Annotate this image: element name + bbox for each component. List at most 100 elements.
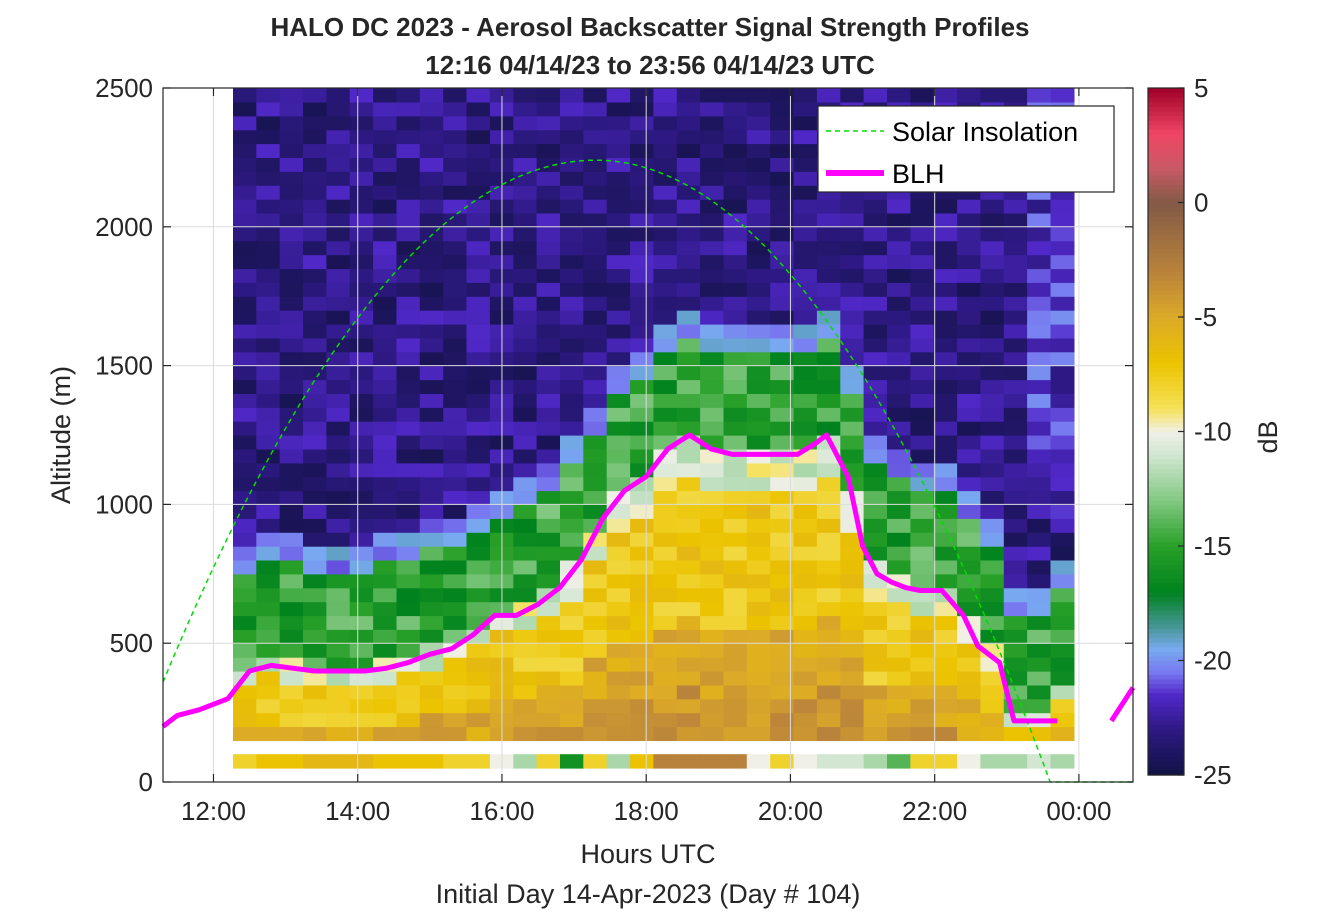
heatmap-cell [606,629,631,644]
heatmap-cell [1003,365,1028,381]
heatmap-cell [933,351,958,367]
heatmap-cell [583,684,608,700]
heatmap-cell [536,518,561,533]
heatmap-cell [770,324,795,339]
heatmap-cell [676,629,701,644]
heatmap-cell [536,296,561,311]
heatmap-cell [910,88,935,103]
heatmap-cell [910,615,935,630]
heatmap-cell [443,712,468,728]
heatmap-cell [653,559,678,575]
heatmap-cell [560,129,584,145]
heatmap-cell [396,587,421,603]
heatmap-cell [957,518,982,533]
heatmap-cell [606,546,631,561]
heatmap-cell [279,282,304,297]
heatmap-cell [700,532,725,547]
colorbar-segment [1148,289,1184,295]
heatmap-cell [583,490,608,505]
heatmap-cell [723,393,748,408]
heatmap-cell [1050,601,1075,617]
heatmap-cell [700,712,725,728]
heatmap-cell [326,435,351,450]
heatmap-cell [349,448,374,464]
heatmap-cell [770,504,795,519]
heatmap-cell [933,337,958,353]
heatmap-cell [793,296,818,311]
heatmap-cell [746,296,771,311]
heatmap-cell [373,421,398,436]
heatmap-cell [396,504,421,519]
heatmap-cell [816,671,841,686]
heatmap-cell [910,462,935,478]
colorbar-segment [1148,216,1184,222]
heatmap-cell [980,726,1005,741]
heatmap-cell [793,268,818,283]
heatmap-cell [653,657,678,672]
heatmap-cell [653,546,678,561]
heatmap-cell [303,324,327,339]
heatmap-cell [513,199,538,214]
heatmap-cell [910,324,935,339]
heatmap-cell [770,296,795,311]
heatmap-cell [1027,698,1052,714]
heatmap-cell [606,435,631,450]
heatmap-cell [770,629,795,644]
heatmap-cell [840,310,865,325]
heatmap-cell [723,296,748,311]
heatmap-cell [980,504,1005,519]
heatmap-cell [957,726,982,741]
heatmap-cell [933,698,958,714]
heatmap-cell [466,726,491,741]
heatmap-cell [583,199,608,214]
heatmap-cell [466,240,491,256]
heatmap-cell [606,712,631,728]
heatmap-cell [233,532,257,547]
blh-line-late [1109,686,1136,723]
heatmap-cell [863,754,888,769]
colorbar-segment [1148,330,1184,336]
heatmap-cell [957,448,982,464]
heatmap-cell [910,532,935,547]
heatmap-cell [770,435,795,450]
heatmap-cell [746,712,771,728]
heatmap-cell [700,268,725,283]
heatmap-cell [536,601,561,617]
heatmap-cell [723,115,748,131]
heatmap-cell [233,296,257,311]
heatmap-cell [513,712,538,728]
heatmap-cell [583,559,608,575]
heatmap-cell [980,226,1005,242]
heatmap-cell [793,698,818,714]
heatmap-cell [957,240,982,256]
heatmap-cell [349,684,374,700]
heatmap-cell [536,365,561,381]
heatmap-cell [957,490,982,505]
heatmap-cell [700,199,725,214]
colorbar-segment [1148,445,1184,451]
heatmap-cell [770,532,795,547]
heatmap-cell [419,296,444,311]
heatmap-cell [887,559,911,575]
heatmap-cell [233,559,257,575]
heatmap-cell [630,351,655,367]
heatmap-cell [723,143,748,158]
heatmap-cell [303,157,327,172]
heatmap-cell [887,448,911,464]
heatmap-cell [863,310,888,325]
colorbar-segment [1148,468,1184,474]
heatmap-cell [443,435,468,450]
heatmap-cell [653,643,678,658]
heatmap-cell [256,282,281,297]
heatmap-cell [279,254,304,270]
heatmap-cell [536,490,561,505]
heatmap-cell [723,726,748,741]
heatmap-cell [676,559,701,575]
heatmap-cell [746,351,771,367]
heatmap-cell [887,657,911,672]
heatmap-cell [840,407,865,422]
colorbar-segment [1148,742,1184,749]
heatmap-cell [746,115,771,131]
heatmap-cell [536,212,561,228]
heatmap-cell [419,407,444,422]
